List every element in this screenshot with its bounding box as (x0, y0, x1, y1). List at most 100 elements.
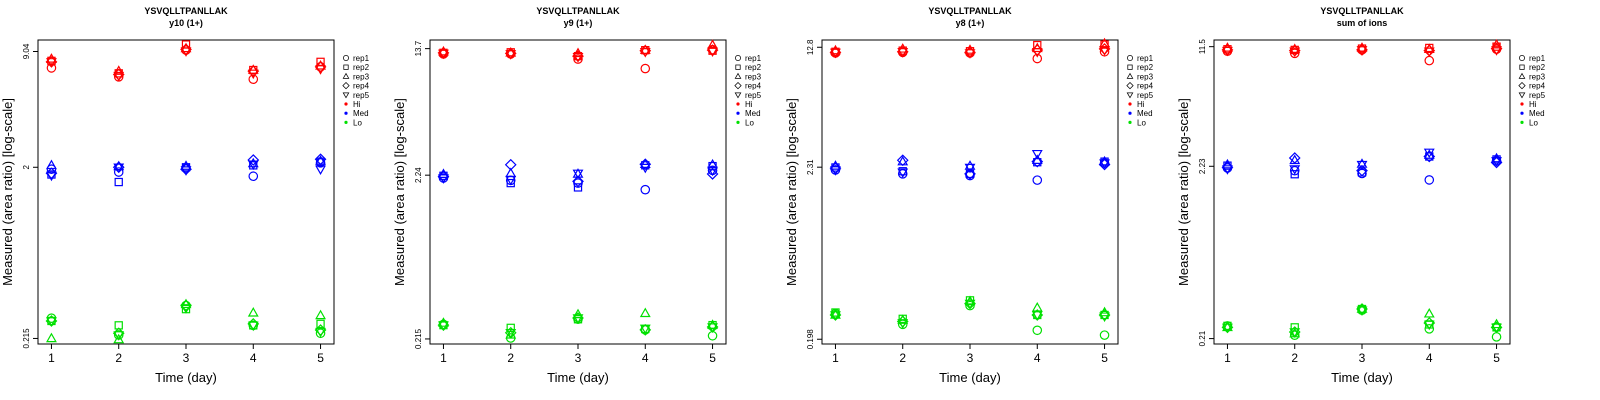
data-point (505, 175, 517, 186)
data-point (1424, 175, 1435, 185)
legend-marker (734, 92, 742, 99)
data-point (639, 324, 651, 335)
data-point (1423, 320, 1435, 331)
legend-marker (1520, 111, 1524, 115)
data-point (438, 49, 449, 60)
data-point (247, 69, 259, 80)
x-tick-label: 3 (183, 351, 190, 365)
legend-label: Lo (745, 118, 754, 127)
data-point (964, 299, 976, 310)
data-point (639, 158, 652, 171)
data-point (247, 321, 259, 332)
data-point (247, 160, 259, 171)
legend-marker (735, 64, 741, 70)
legend-marker (1128, 120, 1132, 124)
legend-label: Hi (1137, 100, 1145, 109)
data-point (640, 63, 651, 74)
legend-marker (734, 81, 742, 90)
legend-label: rep1 (353, 54, 370, 63)
data-point (1356, 306, 1368, 317)
y-tick-label: 0.215 (414, 328, 423, 349)
legend-label: rep4 (353, 82, 370, 91)
y-axis-label: Measured (area ratio) [log-scale] (392, 98, 407, 286)
data-point (830, 309, 841, 319)
data-point (314, 60, 327, 73)
data-point (46, 317, 57, 327)
data-point (180, 47, 192, 57)
data-point (897, 48, 909, 58)
legend-label: rep3 (1137, 72, 1154, 81)
data-point (573, 54, 583, 64)
data-point (315, 65, 326, 75)
legend-marker (736, 120, 740, 124)
legend-marker (1127, 64, 1133, 70)
data-point (113, 71, 125, 82)
data-point (965, 300, 975, 311)
data-point (1031, 155, 1044, 168)
legend-marker (734, 72, 742, 79)
x-tick-label: 3 (1359, 351, 1366, 365)
data-point (1491, 38, 1502, 49)
y-tick-label: 2.23 (1198, 158, 1207, 174)
y-tick-label: 0.21 (1198, 330, 1207, 346)
data-point (1289, 47, 1301, 58)
chart-subtitle: y10 (1+) (169, 18, 203, 28)
data-point (180, 166, 192, 176)
chart-subtitle: y9 (1+) (564, 18, 593, 28)
x-tick-label: 1 (48, 351, 55, 365)
data-point (46, 63, 57, 73)
data-point (572, 52, 584, 63)
chart-title: YSVQLLTPANLLAK (144, 6, 228, 16)
data-point (964, 167, 976, 180)
data-point (1031, 48, 1043, 58)
data-point (113, 65, 125, 75)
data-point (639, 48, 651, 58)
data-point (1031, 302, 1043, 312)
data-point (707, 158, 718, 169)
legend-label: Med (1529, 109, 1545, 118)
data-point (438, 45, 449, 56)
data-point (573, 183, 583, 192)
chart-panel-4: YSVQLLTPANLLAK sum of ions 1 2 3 4 5 0.21 2.23 11… (1176, 6, 1546, 385)
plot-frame (429, 39, 727, 345)
plot-frame (37, 39, 335, 345)
data-point (1289, 328, 1301, 338)
legend-marker (1126, 92, 1134, 99)
data-point (114, 177, 123, 187)
data-point (1491, 323, 1502, 334)
x-tick-label: 5 (1493, 351, 1500, 365)
legend-marker (1128, 111, 1132, 115)
data-point (830, 311, 841, 321)
data-point (1288, 152, 1301, 164)
legend-marker (1126, 81, 1134, 90)
data-point (1032, 325, 1043, 336)
x-tick-label: 2 (507, 351, 514, 365)
data-point (707, 166, 718, 177)
chart-title: YSVQLLTPANLLAK (1320, 6, 1404, 16)
data-point (46, 171, 57, 182)
data-point (1356, 160, 1368, 171)
data-point (180, 160, 192, 170)
data-point (1491, 46, 1502, 56)
legend-marker (1518, 81, 1526, 90)
data-point (1099, 312, 1110, 323)
data-point (706, 168, 719, 180)
data-point (1356, 303, 1368, 313)
legend-marker (1126, 72, 1134, 79)
data-point (438, 174, 449, 184)
data-point (1099, 330, 1110, 340)
legend-marker (342, 72, 350, 79)
x-axis-label: Time (day) (1331, 370, 1393, 385)
x-tick-label: 5 (709, 351, 716, 365)
data-point (1289, 165, 1300, 176)
x-tick-label: 1 (832, 351, 839, 365)
x-tick-label: 2 (115, 351, 122, 365)
y-tick-label: 2.24 (414, 167, 423, 183)
data-point (707, 323, 718, 333)
data-point (316, 319, 325, 329)
data-point (1491, 157, 1502, 167)
chart-panel-1: YSVQLLTPANLLAK y10 (1+) 1 2 3 4 5 0.215 2 9.04 Tim… (0, 6, 370, 385)
